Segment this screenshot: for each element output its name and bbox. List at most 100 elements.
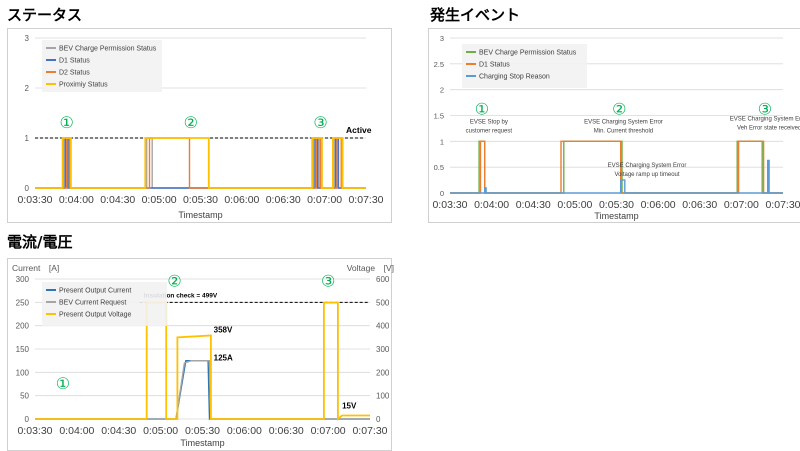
events-annotation-2: Min. Current threshold — [594, 128, 653, 134]
current_voltage-y2-tick-label: 100 — [376, 392, 390, 401]
events-y-tick-label: 0.5 — [434, 163, 444, 172]
current_voltage-data-label-1: 358V — [214, 326, 233, 335]
status-series-line-3 — [35, 137, 366, 189]
current_voltage-y-tick-label: 0 — [25, 415, 30, 424]
status-chart-frame — [7, 28, 392, 223]
status-legend-label-1: BEV Charge Permission Status — [59, 46, 157, 53]
status-series-line-4 — [35, 137, 366, 189]
events-annotation-3: EVSE Charging System Error — [608, 163, 687, 169]
events-annotation-1: EVSE Stop by — [470, 119, 508, 125]
status-x-tick-label: 0:04:30 — [100, 194, 135, 206]
status-marker-3: ③ — [313, 115, 327, 132]
events-x-tick-label: 0:05:30 — [599, 199, 634, 211]
events-x-axis-label: Timestamp — [594, 211, 638, 221]
current_voltage-y2-tick-label: 300 — [376, 345, 390, 354]
current_voltage-y2-tick-label: 0 — [376, 415, 381, 424]
status-y-tick-label: 0 — [25, 184, 30, 193]
events-y-tick-label: 3 — [440, 34, 444, 43]
current_voltage-x-tick-label: 0:04:30 — [101, 425, 136, 437]
current_voltage-marker-3: ③ — [321, 273, 335, 290]
current_voltage-y-tick-label: 50 — [20, 392, 29, 401]
status-x-tick-label: 0:03:30 — [17, 194, 52, 206]
status-x-tick-label: 0:05:30 — [183, 194, 218, 206]
current_voltage-legend-label-3: Present Output Voltage — [59, 312, 131, 319]
current-voltage-section-title: 電流/電圧 — [7, 233, 73, 251]
events-y-tick-label: 1.5 — [434, 112, 444, 121]
current_voltage-x-tick-label: 0:05:00 — [143, 425, 178, 437]
current_voltage-marker-1: ① — [56, 376, 70, 393]
status-x-tick-label: 0:07:00 — [307, 194, 342, 206]
events-y-tick-label: 2 — [440, 86, 444, 95]
current_voltage-x-tick-label: 0:04:00 — [59, 425, 94, 437]
current_voltage-x-tick-label: 0:07:00 — [311, 425, 346, 437]
current_voltage-y2-tick-label: 600 — [376, 275, 390, 284]
current_voltage-data-label-2: 125A — [214, 354, 233, 363]
events-series-line-2 — [450, 140, 783, 194]
events-y-tick-label: 0 — [440, 189, 444, 198]
status-y-tick-label: 3 — [25, 34, 30, 43]
current_voltage-y-tick-label: 150 — [16, 345, 30, 354]
current_voltage-x-tick-label: 0:06:30 — [269, 425, 304, 437]
current_voltage-y2-axis-label: Voltage [V] — [347, 263, 394, 273]
status-marker-1: ① — [60, 115, 74, 132]
current_voltage-y2-tick-label: 200 — [376, 368, 390, 377]
status-legend-label-2: D1 Status — [59, 58, 90, 65]
status-legend-box — [42, 40, 162, 92]
status-y-tick-label: 1 — [25, 134, 30, 143]
status-x-tick-label: 0:05:00 — [142, 194, 177, 206]
current_voltage-y2-tick-label: 500 — [376, 298, 390, 307]
events-y-tick-label: 1 — [440, 137, 444, 146]
events-x-tick-label: 0:06:30 — [682, 199, 717, 211]
events-annotation-2: EVSE Charging System Error — [584, 119, 663, 125]
current_voltage-y-tick-label: 300 — [16, 275, 30, 284]
current_voltage-x-tick-label: 0:03:30 — [17, 425, 52, 437]
status-reference-label: Active — [346, 125, 372, 135]
events-legend-label-1: BEV Charge Permission Status — [479, 50, 577, 57]
events-x-tick-label: 0:05:00 — [557, 199, 592, 211]
current_voltage-x-tick-label: 0:06:00 — [227, 425, 262, 437]
events-marker-2: ② — [612, 101, 626, 118]
status-x-tick-label: 0:06:00 — [224, 194, 259, 206]
events-marker-3: ③ — [758, 101, 772, 118]
status-x-axis-label: Timestamp — [178, 210, 222, 220]
events-chart-frame — [428, 28, 800, 223]
current_voltage-legend-label-1: Present Output Current — [59, 288, 131, 295]
events-marker-1: ① — [475, 101, 489, 118]
events-annotation-4: Veh Error state received — [737, 126, 800, 132]
events-x-tick-label: 0:06:00 — [641, 199, 676, 211]
current_voltage-y-axis-label: Current [A] — [12, 263, 59, 273]
current_voltage-y2-tick-label: 400 — [376, 322, 390, 331]
current_voltage-series-line-1 — [35, 360, 370, 420]
events-annotation-3: Voltage ramp up timeout — [615, 172, 680, 178]
current_voltage-x-tick-label: 0:05:30 — [185, 425, 220, 437]
current_voltage-reference-label: Insulation check = 499V — [144, 292, 218, 299]
status-legend-label-4: Proximiy Status — [59, 82, 108, 89]
events-annotation-1: customer request — [466, 128, 513, 134]
status-x-tick-label: 0:07:30 — [348, 194, 383, 206]
current_voltage-legend-box — [42, 282, 167, 326]
status-x-tick-label: 0:04:00 — [59, 194, 94, 206]
status-section-title: ステータス — [7, 6, 83, 24]
events-legend-label-3: Charging Stop Reason — [479, 74, 550, 81]
events-x-tick-label: 0:04:00 — [474, 199, 509, 211]
events-y-tick-label: 2.5 — [434, 60, 444, 69]
events-annotation-4: EVSE Charging System Error — [730, 117, 800, 123]
status-x-tick-label: 0:06:30 — [266, 194, 301, 206]
current_voltage-data-label-3: 15V — [342, 402, 357, 411]
status-marker-2: ② — [184, 115, 198, 132]
events-x-tick-label: 0:04:30 — [516, 199, 551, 211]
current_voltage-x-axis-label: Timestamp — [180, 438, 224, 448]
current_voltage-series-line-2 — [35, 360, 370, 420]
status-y-tick-label: 2 — [25, 84, 30, 93]
current_voltage-legend-label-2: BEV Current Request — [59, 300, 126, 307]
events-legend-label-2: D1 Status — [479, 62, 510, 69]
current_voltage-marker-2: ② — [167, 273, 181, 290]
current_voltage-y-tick-label: 100 — [16, 368, 30, 377]
events-section-title: 発生イベント — [430, 6, 521, 24]
events-series-line-3 — [450, 159, 783, 194]
events-x-tick-label: 0:07:30 — [765, 199, 800, 211]
current_voltage-y-tick-label: 200 — [16, 322, 30, 331]
events-x-tick-label: 0:07:00 — [724, 199, 759, 211]
current_voltage-y-tick-label: 250 — [16, 298, 30, 307]
events-legend-box — [462, 44, 587, 88]
